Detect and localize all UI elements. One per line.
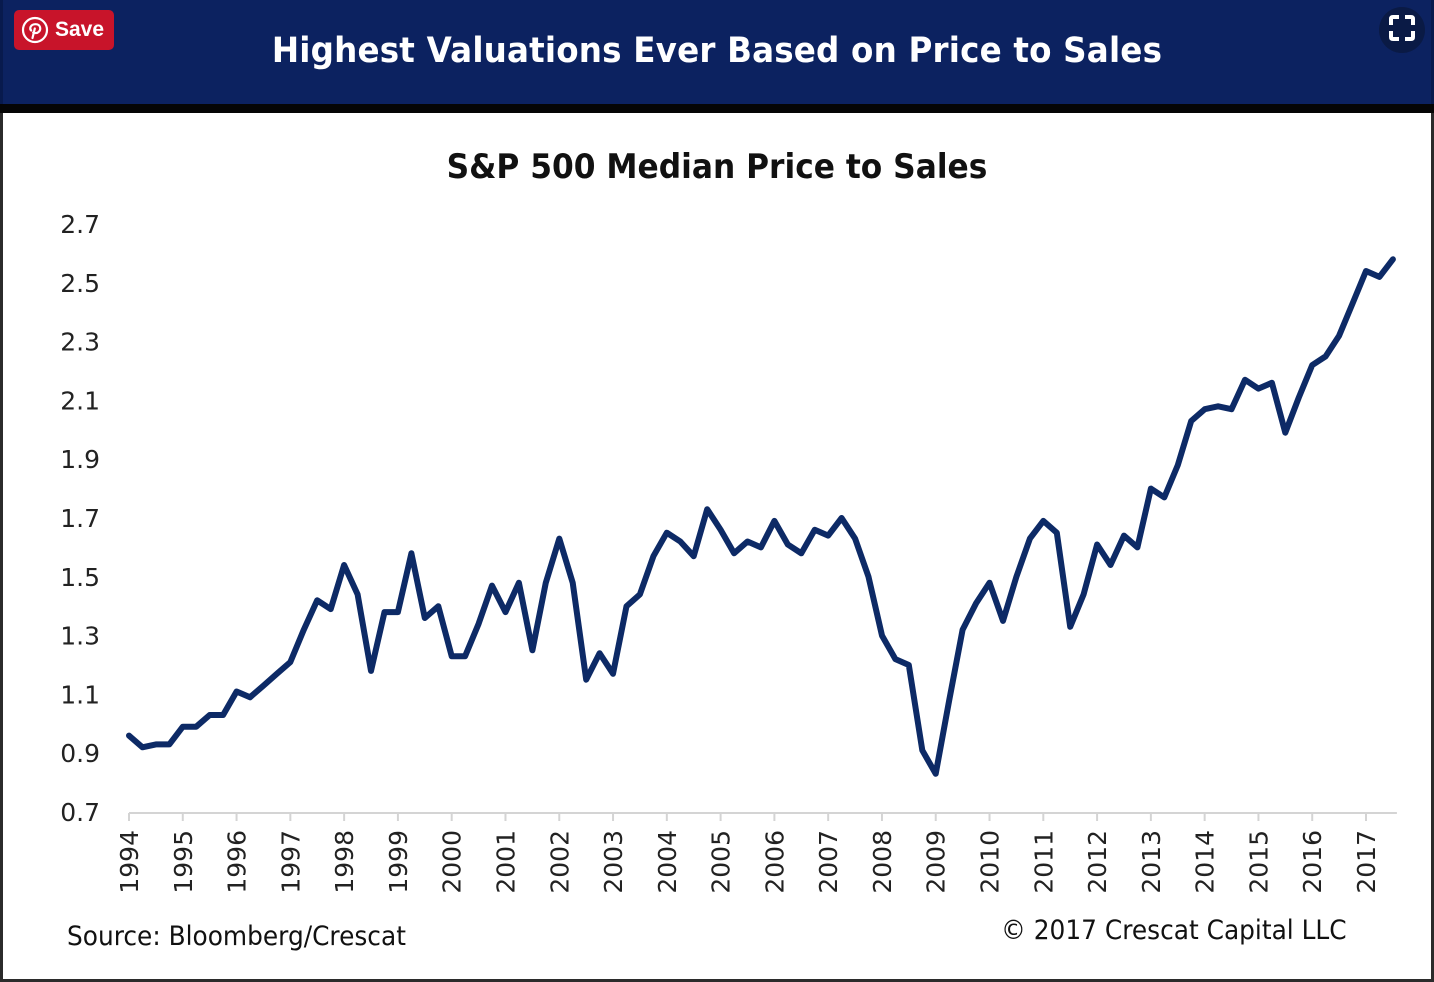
save-label: Save xyxy=(55,18,105,41)
x-tick-label: 2001 xyxy=(491,830,520,894)
y-tick-label: 1.7 xyxy=(60,504,100,533)
x-tick-label: 2008 xyxy=(868,830,897,894)
y-tick-label: 2.1 xyxy=(60,386,100,415)
line-chart: 0.7 0.9 1.1 1.3 1.5 1.7 1.9 2.1 2.3 2.5 2.7 1994 199… xyxy=(60,210,1397,894)
copyright-note: © 2017 Crescat Capital LLC xyxy=(1001,915,1347,946)
x-tick-label: 2007 xyxy=(814,830,843,894)
chart-area: S&P 500 Median Price to Sales 0.7 0.9 1.1 1… xyxy=(3,113,1431,979)
y-tick-label: 1.3 xyxy=(60,622,100,651)
y-tick-label: 2.5 xyxy=(60,269,100,298)
x-tick-label: 2011 xyxy=(1029,830,1058,894)
y-tick-label: 1.1 xyxy=(60,680,100,709)
x-tick-label: 2017 xyxy=(1352,830,1381,894)
header-title: Highest Valuations Ever Based on Price t… xyxy=(271,31,1163,71)
x-tick-label: 1998 xyxy=(330,830,359,894)
x-tick-label: 2009 xyxy=(922,830,951,894)
x-tick-label: 2016 xyxy=(1298,830,1327,894)
y-tick-label: 1.5 xyxy=(60,563,100,592)
header-banner: Highest Valuations Ever Based on Price t… xyxy=(0,0,1434,104)
y-tick-label: 0.7 xyxy=(60,798,100,827)
x-tick-label: 1994 xyxy=(115,830,144,894)
series-line xyxy=(126,256,1396,777)
x-tick-label: 2012 xyxy=(1083,830,1112,894)
pinterest-save-button[interactable]: Save xyxy=(14,10,114,50)
x-tick-label: 2005 xyxy=(707,830,736,894)
x-tick-label: 2014 xyxy=(1191,830,1220,894)
y-tick-label: 0.9 xyxy=(60,739,100,768)
header-divider xyxy=(0,104,1434,113)
source-note: Source: Bloomberg/Crescat xyxy=(67,921,406,952)
x-tick-label: 1995 xyxy=(169,830,198,894)
y-tick-label: 2.3 xyxy=(60,328,100,357)
chart-title: S&P 500 Median Price to Sales xyxy=(446,147,988,187)
y-tick-label: 2.7 xyxy=(60,210,100,239)
fullscreen-button[interactable] xyxy=(1379,7,1425,53)
pinterest-icon xyxy=(21,16,49,44)
x-tick-label: 2013 xyxy=(1137,830,1166,894)
x-tick-label: 1997 xyxy=(276,830,305,894)
x-tick-label: 2000 xyxy=(438,830,467,894)
x-tick-label: 2002 xyxy=(545,830,574,894)
fullscreen-icon xyxy=(1388,14,1416,46)
x-tick-label: 2006 xyxy=(760,830,789,894)
x-tick-label: 1996 xyxy=(223,830,252,894)
x-tick-label: 2010 xyxy=(976,830,1005,894)
x-tick-label: 2003 xyxy=(599,830,628,894)
x-tick-label: 2004 xyxy=(653,830,682,894)
y-tick-label: 1.9 xyxy=(60,445,100,474)
x-tick-label: 1999 xyxy=(384,830,413,894)
x-tick-label: 2015 xyxy=(1244,830,1273,894)
